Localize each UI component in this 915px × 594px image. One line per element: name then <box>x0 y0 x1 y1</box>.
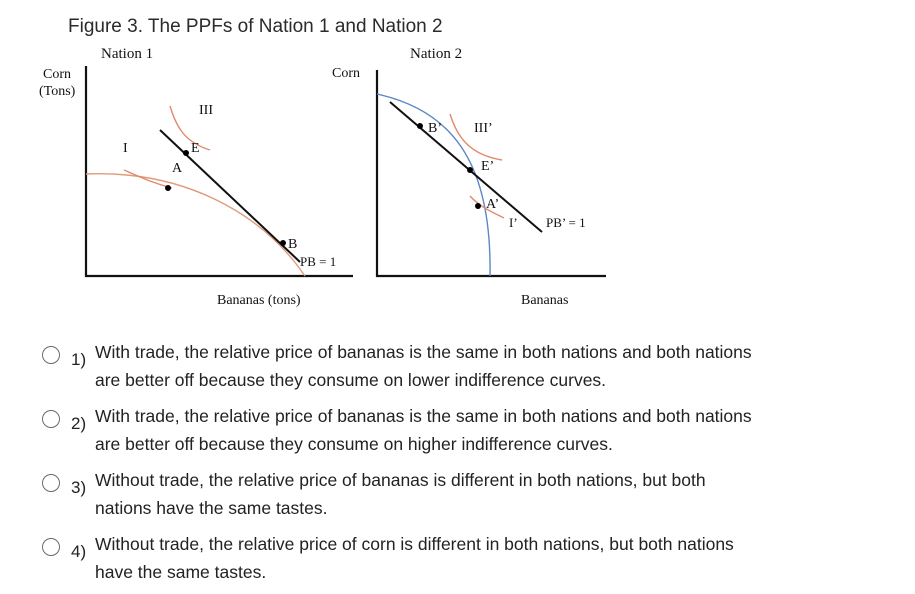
nation1-point-E <box>183 150 189 156</box>
nation1-axes <box>84 66 353 278</box>
nation2-label-B: B’ <box>428 121 442 136</box>
nation1-price-line <box>159 129 301 263</box>
answer-option-2[interactable]: 2) With trade, the relative price of ban… <box>40 402 760 466</box>
nation2-x-label: Bananas <box>521 293 568 308</box>
nation2-point-A <box>475 203 481 209</box>
answer-options: 1) With trade, the relative price of ban… <box>40 338 760 594</box>
option-text-3: Without trade, the relative price of ban… <box>95 470 706 518</box>
nation2-label-III: III’ <box>474 121 493 136</box>
nation1-point-B <box>280 240 286 246</box>
nation2-indifference-curve-I <box>469 195 505 219</box>
option-number-3: 3) <box>71 478 87 497</box>
nation1-label-B: B <box>288 237 297 252</box>
answer-option-1[interactable]: 1) With trade, the relative price of ban… <box>40 338 760 402</box>
nation1-label-E: E <box>191 141 200 156</box>
radio-button-3[interactable] <box>42 474 60 492</box>
nation1-y-label-line1: Corn <box>43 67 71 82</box>
option-number-4: 4) <box>71 542 87 561</box>
nation1-y-label-line2: (Tons) <box>39 84 76 99</box>
nation1-indifference-curve-III <box>169 105 211 151</box>
nation2-point-E <box>467 167 473 173</box>
answer-option-4[interactable]: 4) Without trade, the relative price of … <box>40 530 760 594</box>
option-number-2: 2) <box>71 414 87 433</box>
nation1-ppf-curve <box>85 173 306 277</box>
nation1-title: Nation 1 <box>101 46 153 62</box>
nation1-indifference-curve-I <box>123 169 173 189</box>
option-text-2: With trade, the relative price of banana… <box>95 406 752 454</box>
option-number-1: 1) <box>71 350 87 369</box>
nation1-x-label: Bananas (tons) <box>217 293 301 308</box>
nation2-label-E: E’ <box>481 159 494 174</box>
radio-button-1[interactable] <box>42 346 60 364</box>
ppf-figure: Nation 1 Corn (Tons) I III E A B PB = 1 … <box>39 46 606 308</box>
nation2-indifference-curve-III <box>449 113 503 161</box>
radio-button-2[interactable] <box>42 410 60 428</box>
nation2-label-A: A’ <box>486 197 499 212</box>
nation1-label-III: III <box>199 103 213 118</box>
answer-option-3[interactable]: 3) Without trade, the relative price of … <box>40 466 760 530</box>
nation2-y-label: Corn <box>332 66 360 81</box>
option-text-4: Without trade, the relative price of cor… <box>95 534 734 582</box>
nation2-label-PB: PB’ = 1 <box>546 215 586 230</box>
radio-button-4[interactable] <box>42 538 60 556</box>
nation2-axes <box>375 70 606 278</box>
option-text-1: With trade, the relative price of banana… <box>95 342 752 390</box>
nation2-price-line <box>389 101 543 233</box>
nation1-label-PB: PB = 1 <box>300 254 336 269</box>
nation2-label-I: I’ <box>509 215 518 230</box>
nation2-ppf-curve <box>376 93 491 277</box>
nation2-title: Nation 2 <box>410 46 462 62</box>
nation1-label-A: A <box>172 161 183 176</box>
nation1-label-I: I <box>123 141 128 156</box>
nation2-point-B <box>417 123 423 129</box>
figure-title: Figure 3. The PPFs of Nation 1 and Natio… <box>68 16 443 37</box>
nation1-point-A <box>165 185 171 191</box>
